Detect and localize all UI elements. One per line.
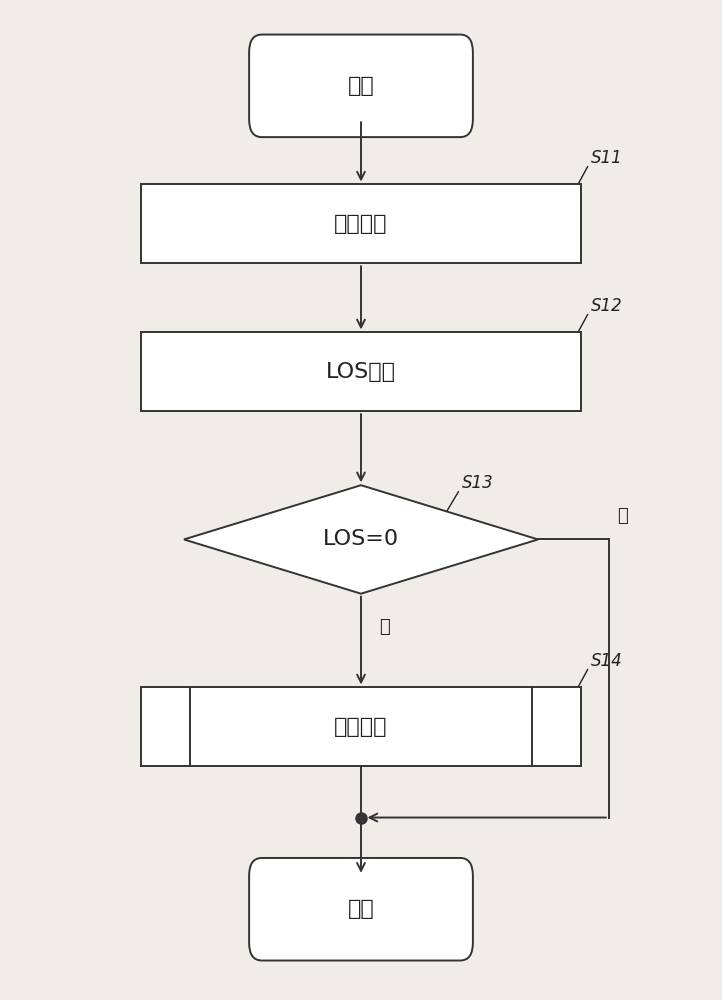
Text: LOS=0: LOS=0 bbox=[323, 529, 399, 549]
Polygon shape bbox=[184, 485, 538, 594]
Text: S13: S13 bbox=[462, 474, 494, 492]
Text: S11: S11 bbox=[591, 149, 623, 167]
FancyBboxPatch shape bbox=[249, 858, 473, 961]
Bar bbox=[142, 687, 580, 766]
Text: 是: 是 bbox=[379, 618, 389, 636]
Bar bbox=[142, 332, 580, 411]
Text: S14: S14 bbox=[591, 652, 623, 670]
Text: 电压读出: 电压读出 bbox=[334, 214, 388, 234]
Bar bbox=[142, 184, 580, 263]
Text: 结束: 结束 bbox=[347, 899, 375, 919]
Text: 开始: 开始 bbox=[347, 76, 375, 96]
Text: LOS读出: LOS读出 bbox=[326, 362, 396, 382]
Text: S12: S12 bbox=[591, 297, 623, 315]
FancyBboxPatch shape bbox=[249, 35, 473, 137]
Text: 阈值变更: 阈值变更 bbox=[334, 717, 388, 737]
Text: 否: 否 bbox=[617, 507, 628, 525]
